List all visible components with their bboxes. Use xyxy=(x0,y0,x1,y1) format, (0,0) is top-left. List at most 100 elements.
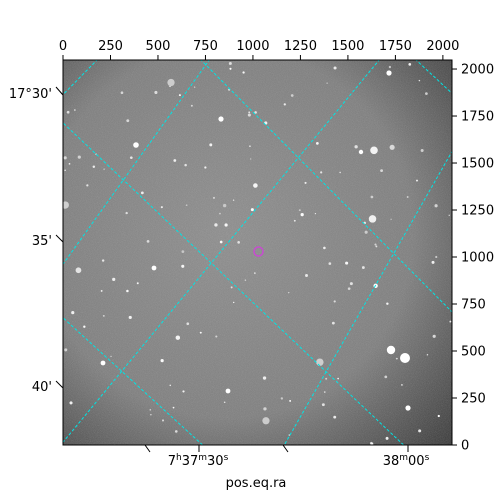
star xyxy=(288,291,290,294)
star xyxy=(160,206,163,209)
star xyxy=(74,109,76,111)
star xyxy=(172,406,175,409)
star xyxy=(262,417,270,425)
bright-star xyxy=(100,360,106,366)
star xyxy=(315,142,319,145)
y-tick-label: 250 xyxy=(461,392,486,407)
bright-star xyxy=(405,405,411,411)
dec-label-3: 40' xyxy=(32,380,52,395)
star xyxy=(71,311,75,315)
star xyxy=(354,145,358,149)
bright-star xyxy=(151,265,157,271)
star xyxy=(316,358,324,366)
bright-star xyxy=(386,345,396,355)
star xyxy=(112,277,116,281)
world-axis-labels: 17°30' 35' 40' 7h37m30s 38m00s pos.eq.ra xyxy=(9,86,430,491)
star xyxy=(181,250,185,254)
star xyxy=(190,104,193,107)
star xyxy=(305,274,308,277)
x-tick-label: 1000 xyxy=(236,39,269,54)
star xyxy=(249,145,251,148)
star xyxy=(101,259,105,262)
star xyxy=(323,391,326,393)
star xyxy=(178,94,181,97)
star xyxy=(300,213,304,217)
star xyxy=(136,282,139,285)
star xyxy=(361,266,365,269)
bright-star xyxy=(400,353,410,363)
star xyxy=(244,279,247,281)
star xyxy=(126,119,130,123)
x-tick-label: 0 xyxy=(59,39,67,54)
star xyxy=(370,442,374,445)
star xyxy=(418,429,422,433)
y-tick-label: 1500 xyxy=(461,157,494,172)
star xyxy=(128,315,132,320)
sky-image xyxy=(63,60,452,445)
star xyxy=(110,355,112,358)
bright-star xyxy=(225,388,231,394)
star xyxy=(154,90,158,95)
pixel-axis-ticks: 0 250 500 750 1000 1250 1500 1750 2000 0 250 500 750… xyxy=(59,39,494,454)
star xyxy=(160,358,164,363)
star xyxy=(406,196,409,198)
star xyxy=(209,143,213,147)
star xyxy=(204,166,207,169)
x-tick-label: 250 xyxy=(98,39,123,54)
y-tick-label: 1000 xyxy=(461,251,494,266)
star xyxy=(254,111,257,114)
grid-line xyxy=(63,317,204,445)
bright-star xyxy=(358,149,364,155)
star xyxy=(175,335,181,340)
star xyxy=(280,397,284,400)
star xyxy=(408,63,412,66)
bright-star xyxy=(386,70,392,76)
star xyxy=(364,230,368,234)
star xyxy=(129,156,133,160)
star xyxy=(173,159,177,162)
star xyxy=(349,282,353,286)
star xyxy=(126,289,129,293)
star xyxy=(416,179,418,182)
star xyxy=(213,196,215,199)
star xyxy=(290,94,294,97)
star xyxy=(337,377,339,380)
star xyxy=(186,322,190,326)
star xyxy=(347,287,351,290)
y-tick-label: 750 xyxy=(461,298,486,313)
star xyxy=(140,191,144,195)
star xyxy=(435,255,438,259)
star xyxy=(250,208,254,212)
star xyxy=(215,335,218,338)
x-tick-label: 1750 xyxy=(379,39,412,54)
star xyxy=(375,245,378,248)
target-marker-icon xyxy=(253,246,264,257)
star xyxy=(384,375,388,379)
star xyxy=(401,384,403,386)
star xyxy=(449,320,452,323)
y-tick-label: 1250 xyxy=(461,204,494,219)
star xyxy=(237,241,240,244)
star xyxy=(262,376,267,380)
star xyxy=(368,215,377,223)
grid-line xyxy=(63,60,380,443)
ra-label-2: 38m00s xyxy=(383,453,430,469)
star xyxy=(333,66,337,70)
grid-line xyxy=(415,60,452,94)
grid-line xyxy=(63,60,98,96)
star xyxy=(253,183,258,188)
star xyxy=(333,415,337,419)
star xyxy=(248,111,251,114)
ra-label-1: 7h37m30s xyxy=(168,453,229,469)
star xyxy=(229,67,232,70)
star xyxy=(182,390,185,393)
star xyxy=(181,264,185,268)
star xyxy=(214,223,218,227)
star xyxy=(199,331,202,334)
star xyxy=(161,419,165,422)
x-tick-label: 1500 xyxy=(331,39,364,54)
star xyxy=(432,334,436,338)
star xyxy=(250,158,252,160)
star xyxy=(385,436,389,440)
